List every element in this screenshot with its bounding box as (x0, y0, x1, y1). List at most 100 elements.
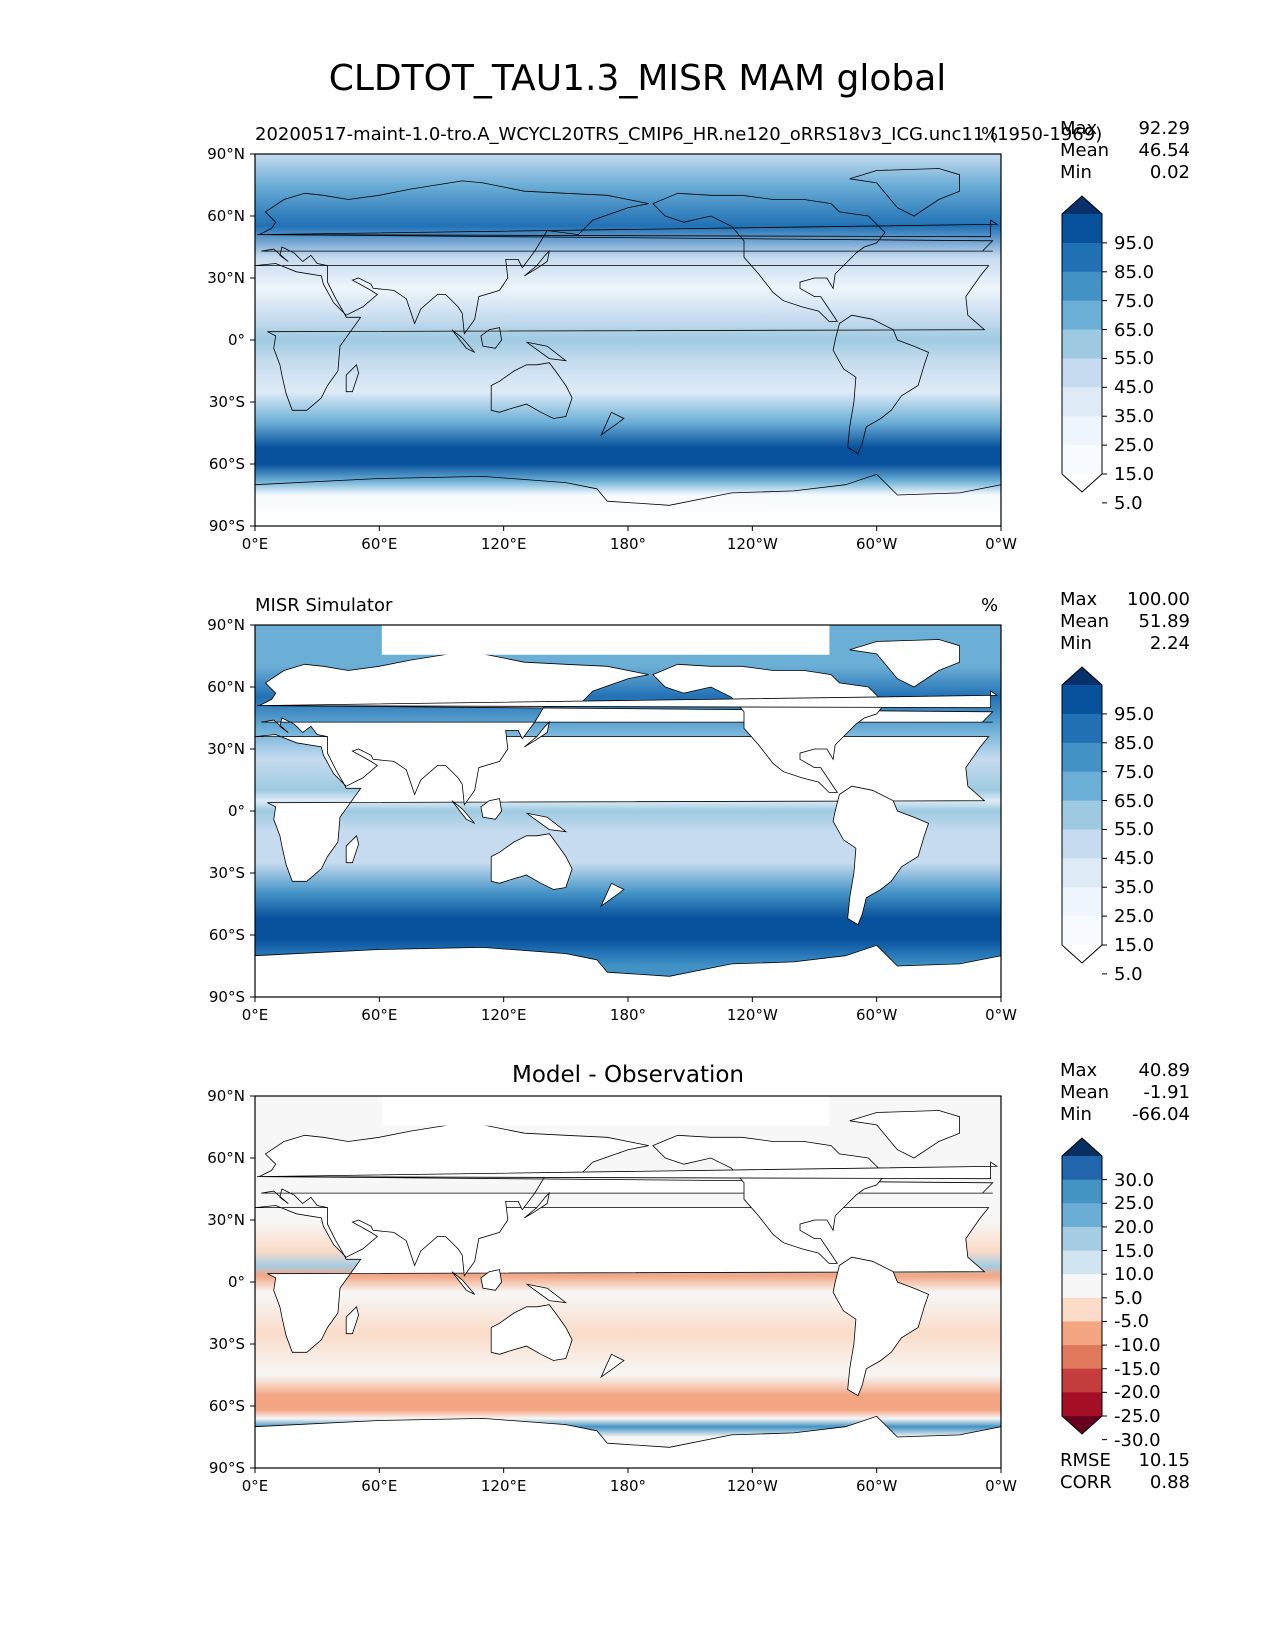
coastline (524, 1191, 550, 1219)
colorbar-segment (1062, 1179, 1102, 1204)
coastline (849, 1110, 960, 1159)
stat-value: 40.89 (1138, 1060, 1190, 1081)
stats-box: Max 92.29 Mean 46.54 Min 0.02 (1060, 118, 1190, 184)
colorbar-segment (1062, 358, 1102, 388)
stat-value: 92.29 (1138, 118, 1190, 139)
colorbar-extend-max (1062, 667, 1102, 685)
y-tick-label: 90°S (208, 517, 245, 535)
coastline (480, 327, 503, 349)
y-tick-label: 90°S (208, 988, 245, 1006)
y-tick-label: 60°N (207, 678, 245, 696)
colorbar-segment (1062, 329, 1102, 359)
colorbar-segment (1062, 445, 1102, 475)
stat-max: Max 100.00 (1060, 589, 1190, 611)
x-tick-label: 60°W (855, 535, 898, 553)
coastline (526, 812, 568, 833)
colorbar (1061, 195, 1107, 504)
colorbar-segment (1062, 829, 1102, 859)
coastline (526, 341, 568, 362)
y-tick-label: 90°N (207, 1087, 245, 1105)
x-tick-label: 120°E (480, 1006, 527, 1024)
colorbar-segment (1062, 1156, 1102, 1181)
y-tick-label: 60°N (207, 1149, 245, 1167)
stat-value: 46.54 (1138, 140, 1190, 161)
colorbar-label: 5.0 (1114, 492, 1143, 514)
x-tick-label: 60°E (361, 535, 398, 553)
colorbar-label: 25.0 (1114, 1193, 1155, 1215)
y-tick-label: 0° (227, 802, 245, 820)
coastline (849, 639, 960, 688)
colorbar-label: 55.0 (1114, 819, 1155, 841)
colorbar-segment (1062, 916, 1102, 946)
colorbar-label: 85.0 (1114, 732, 1155, 754)
colorbar-label: -15.0 (1114, 1358, 1161, 1380)
metric-rmse: RMSE 10.15 (1060, 1450, 1190, 1472)
colorbar-segment (1062, 1203, 1102, 1228)
x-tick-label: 120°E (480, 1477, 527, 1495)
colorbar-segment (1062, 242, 1102, 273)
stat-label: Max (1060, 589, 1098, 610)
x-tick-label: 180° (609, 1477, 647, 1495)
coastline (257, 1161, 999, 1180)
x-tick-label: 120°W (726, 1006, 778, 1024)
coastline (258, 651, 994, 806)
colorbar-extend-max (1062, 1138, 1102, 1156)
coastline (480, 798, 503, 820)
colorbar-label: 45.0 (1114, 848, 1155, 870)
coastline (451, 329, 476, 353)
coastline (849, 168, 960, 217)
coastline (257, 219, 999, 238)
coastline (524, 720, 550, 748)
colorbar-segment (1062, 858, 1102, 888)
colorbar-segment (1062, 1368, 1102, 1393)
coastline (652, 663, 886, 793)
colorbar-segment (1062, 416, 1102, 446)
colorbar-segment (1062, 800, 1102, 830)
colorbar-segment (1062, 1392, 1102, 1417)
map-plot (250, 624, 1002, 1002)
colorbar-label: 15.0 (1114, 935, 1155, 956)
colorbar-segment (1062, 1297, 1102, 1322)
no-data-region (381, 625, 830, 655)
y-tick-label: 90°N (207, 616, 245, 634)
colorbar-label: 5.0 (1114, 963, 1143, 985)
field-fill (255, 154, 1001, 526)
stats-box: Max 100.00 Mean 51.89 Min 2.24 (1060, 589, 1190, 655)
coastline (490, 362, 573, 419)
colorbar-segment (1062, 1250, 1102, 1275)
colorbar-extend-min (1062, 945, 1102, 963)
y-tick-label: 0° (227, 1273, 245, 1291)
units-label: % (981, 595, 999, 616)
coastline (524, 249, 550, 277)
x-tick-label: 0°E (241, 535, 269, 553)
metric-label: CORR (1060, 1472, 1112, 1493)
x-tick-label: 0°W (985, 1006, 1017, 1024)
colorbar-label: 65.0 (1114, 790, 1155, 812)
colorbar-segment (1062, 300, 1102, 331)
stat-label: Max (1060, 1060, 1098, 1081)
colorbar-label: 5.0 (1114, 1287, 1143, 1309)
panel-title: Model - Observation (511, 1062, 745, 1088)
colorbar-label: 35.0 (1114, 877, 1155, 899)
colorbar-segment (1062, 771, 1102, 802)
stat-min: Min 2.24 (1060, 633, 1190, 655)
colorbar-segment (1062, 742, 1102, 773)
y-tick-label: 30°N (207, 269, 245, 287)
colorbar-label: 45.0 (1114, 377, 1155, 399)
coastline (600, 411, 625, 437)
colorbar-label: -10.0 (1114, 1335, 1161, 1357)
stat-mean: Mean 51.89 (1060, 611, 1190, 633)
stats-box: Max 40.89 Mean -1.91 Min -66.04 (1060, 1060, 1190, 1126)
colorbar-segment (1062, 1274, 1102, 1299)
colorbar-segment (1062, 887, 1102, 917)
stat-label: Mean (1060, 1082, 1110, 1103)
y-tick-label: 30°N (207, 740, 245, 758)
colorbar-segment (1062, 387, 1102, 417)
colorbar-label: -25.0 (1114, 1406, 1161, 1427)
y-tick-label: 60°N (207, 207, 245, 225)
coastline (258, 1122, 994, 1277)
stat-value: 100.00 (1127, 589, 1190, 610)
coastline (345, 364, 360, 393)
stat-mean: Mean -1.91 (1060, 1082, 1190, 1104)
stat-max: Max 40.89 (1060, 1060, 1190, 1082)
